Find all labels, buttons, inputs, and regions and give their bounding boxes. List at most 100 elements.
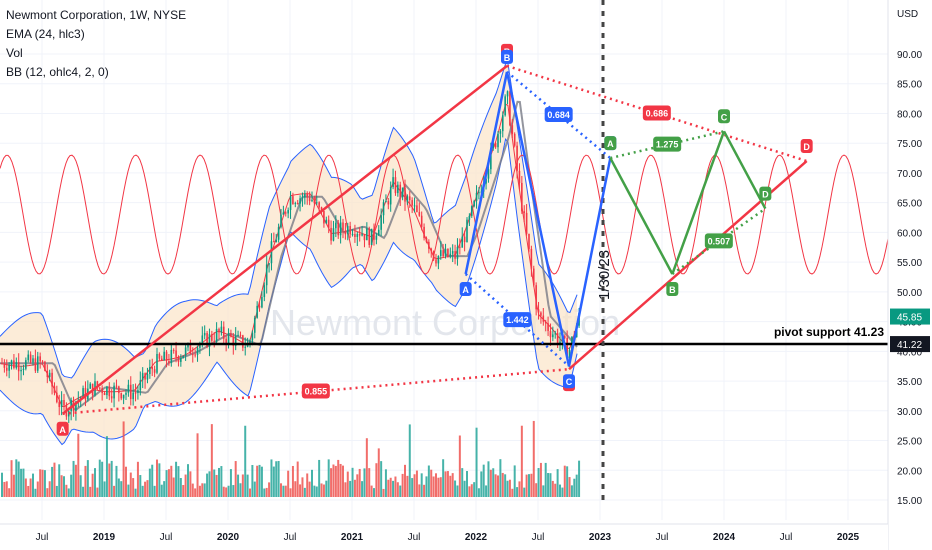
volume-bar (229, 469, 232, 497)
green-pattern-leg (722, 130, 767, 210)
volume-bar (287, 470, 290, 497)
volume-bar (36, 481, 39, 497)
volume-bar (320, 483, 323, 497)
volume-bar (251, 465, 254, 497)
volume-bar (332, 464, 335, 497)
candle-body (1, 363, 3, 365)
candle-body (346, 226, 349, 235)
volume-bar (518, 481, 521, 497)
green-pattern-point-c (718, 109, 730, 124)
green-pattern-point-label: B (669, 285, 676, 295)
volume-bar (241, 474, 244, 497)
candle-body (563, 336, 566, 338)
volume-bar (563, 465, 566, 497)
candle-body (442, 250, 444, 257)
volume-bar (265, 487, 268, 497)
volume-bar (194, 488, 197, 497)
price-tick-label: 15.00 (897, 496, 922, 507)
candle-body (51, 372, 53, 387)
red-pattern-ratio-label: 0.686 (646, 108, 669, 118)
candle-body (98, 387, 101, 389)
green-pattern-ratio-badge (653, 136, 682, 152)
volume-bar (339, 463, 342, 497)
volume-bar (20, 468, 23, 497)
candle-body (490, 147, 492, 170)
volume-bar (408, 424, 411, 497)
volume-bar (175, 461, 178, 497)
chart-legend: Newmont Corporation, 1W, NYSE EMA (24, h… (6, 6, 186, 82)
volume-bar (110, 460, 113, 497)
red-pattern-ratio-badge (301, 383, 330, 399)
blue-pattern-point-label: A (462, 285, 469, 295)
candle-body (122, 394, 125, 399)
candle-body (265, 264, 268, 286)
volume-bar (404, 464, 406, 497)
volume-bar (544, 462, 547, 497)
indicator-bb: BB (12, ohlc4, 2, 0) (6, 65, 109, 79)
candle-body (368, 228, 371, 245)
candle-body (330, 227, 332, 241)
volume-bar (506, 480, 509, 497)
candle-body (311, 199, 313, 202)
candle-body (251, 332, 254, 341)
volume-bar (79, 475, 82, 497)
volume-bar (437, 477, 440, 497)
candle-body (194, 354, 196, 356)
candle-body (222, 326, 225, 339)
volume-bar (523, 487, 526, 497)
red-pattern-point-label: A (59, 425, 66, 435)
candle-body (540, 312, 542, 316)
volume-bar (158, 463, 161, 497)
sine-cycle-line (0, 154, 889, 275)
candle-body (39, 356, 41, 362)
candle-body (132, 392, 134, 400)
candle-body (380, 215, 382, 230)
blue-pattern-leg (505, 71, 571, 367)
candle-body (196, 347, 199, 355)
volume-bar (163, 481, 166, 497)
volume-bar (353, 479, 356, 497)
candle-body (568, 350, 571, 358)
candle-body (163, 351, 165, 361)
volume-bar (208, 471, 211, 497)
volume-bar (294, 481, 297, 497)
price-tick-label: 55.00 (897, 258, 922, 269)
price-badge (890, 308, 930, 325)
volume-bar (141, 485, 144, 497)
candle-body (199, 343, 201, 348)
price-tick-label: 30.00 (897, 407, 922, 418)
candle-body (327, 219, 330, 228)
volume-bar (67, 488, 70, 497)
volume-bar (139, 475, 142, 497)
green-pattern-point-a (604, 136, 617, 151)
price-tick-label: 25.00 (897, 437, 922, 448)
time-tick-label: Jul (408, 532, 421, 543)
volume-bar (8, 488, 11, 497)
volume-bar (346, 471, 349, 497)
volume-bar (497, 475, 499, 497)
price-tick-label: 35.00 (897, 377, 922, 388)
volume-bar (454, 480, 457, 497)
candle-body (361, 234, 363, 236)
volume-bar (420, 473, 423, 497)
candle-body (356, 234, 359, 237)
candle-body (284, 212, 287, 214)
volume-bar (98, 459, 101, 497)
price-tick-label: 75.00 (897, 139, 922, 150)
volume-bar (513, 465, 516, 497)
volume-bar (578, 460, 581, 497)
volume-bar (384, 469, 387, 497)
candle-body (473, 201, 475, 207)
volume-bar (392, 480, 395, 497)
candle-body (377, 229, 380, 236)
volume-bar (74, 464, 77, 497)
volume-bar (34, 488, 37, 497)
candle-body (425, 238, 428, 242)
candle-body (432, 251, 435, 260)
candle-body (191, 354, 194, 356)
volume-bar (117, 478, 120, 497)
volume-bar (53, 462, 56, 497)
candle-body (48, 372, 51, 378)
volume-bar (222, 486, 225, 497)
